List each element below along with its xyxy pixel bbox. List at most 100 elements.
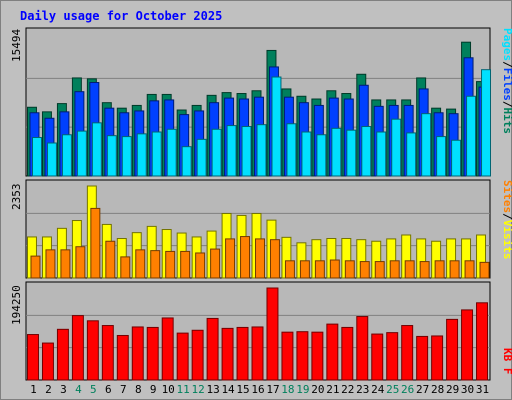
bar-pages-day-31 (481, 69, 491, 177)
bar-sites-day-21 (329, 259, 340, 279)
bar-kbytes-day-1 (27, 334, 39, 381)
bar-kbytes-day-11 (176, 332, 189, 381)
legend-separator-3: / (501, 213, 512, 220)
legend-bottom: KB F (501, 348, 512, 375)
bar-kbytes-day-7 (116, 334, 129, 381)
bar-kbytes-day-28 (431, 335, 444, 381)
x-label-day-25: 25 (386, 383, 399, 396)
panel-top (25, 27, 491, 177)
bar-kbytes-day-16 (251, 326, 264, 381)
bar-sites-day-18 (284, 260, 295, 279)
x-label-day-16: 16 (251, 383, 264, 396)
bar-sites-day-25 (389, 260, 400, 279)
x-axis-labels: 1 2 3 4 5 6 7 8 9 10 11 12 13 14 15 16 17 18 19 20 21 22 23 24 2… (30, 383, 489, 396)
bar-pages-day-13 (211, 128, 222, 177)
x-label-day-5: 5 (90, 383, 97, 396)
bar-sites-day-20 (314, 260, 325, 279)
bar-sites-day-30 (464, 260, 475, 279)
x-label-day-19: 19 (296, 383, 309, 396)
bar-pages-day-29 (451, 139, 462, 177)
x-label-day-3: 3 (60, 383, 67, 396)
x-label-day-28: 28 (431, 383, 444, 396)
bar-pages-day-23 (361, 126, 372, 177)
bar-sites-day-27 (419, 261, 430, 279)
bar-kbytes-day-12 (191, 329, 204, 381)
x-label-day-1: 1 (30, 383, 37, 396)
bar-pages-day-30 (466, 95, 477, 177)
bar-sites-day-2 (45, 249, 56, 279)
bar-kbytes-day-5 (86, 320, 99, 381)
x-label-day-23: 23 (356, 383, 369, 396)
x-label-day-24: 24 (371, 383, 385, 396)
bar-sites-day-29 (449, 260, 460, 279)
legend-middle: Sites/Visits (501, 180, 512, 260)
legend-visits: Visits (501, 220, 512, 260)
ymax-bottom: 194250 (10, 285, 23, 325)
x-label-day-12: 12 (192, 383, 205, 396)
bar-kbytes-day-17 (266, 287, 279, 381)
bar-sites-day-19 (299, 260, 310, 279)
legend-top: Pages/Files/Hits (501, 28, 512, 134)
bar-pages-day-17 (271, 76, 282, 177)
legend-sites: Sites (501, 180, 512, 213)
bar-kbytes-day-22 (341, 326, 354, 381)
bar-sites-day-17 (269, 239, 280, 279)
bar-sites-day-6 (105, 240, 116, 279)
bar-kbytes-day-9 (146, 326, 159, 381)
bar-pages-day-16 (256, 124, 267, 177)
bar-pages-day-14 (226, 125, 237, 177)
bar-pages-day-3 (61, 134, 72, 177)
bar-kbytes-day-31 (476, 302, 488, 381)
bar-sites-day-31 (479, 261, 490, 279)
bar-pages-day-7 (121, 136, 132, 177)
bar-sites-day-10 (165, 250, 176, 279)
legend-files: Files (501, 68, 512, 101)
bar-pages-day-27 (421, 113, 432, 177)
legend-separator-1: / (501, 61, 512, 68)
bar-pages-day-20 (316, 134, 327, 177)
bar-kbytes-day-10 (161, 317, 174, 381)
bar-pages-day-19 (301, 131, 312, 177)
bar-sites-day-14 (225, 238, 236, 279)
bar-kbytes-day-15 (236, 326, 249, 381)
x-label-day-22: 22 (341, 383, 354, 396)
bar-sites-day-11 (180, 250, 191, 279)
x-label-day-10: 10 (162, 383, 175, 396)
bar-sites-day-4 (75, 246, 86, 279)
bar-pages-day-15 (241, 126, 252, 177)
bar-sites-day-8 (135, 249, 146, 279)
bar-kbytes-day-2 (41, 342, 54, 381)
bar-pages-day-9 (151, 131, 162, 177)
x-label-day-31: 31 (476, 383, 489, 396)
x-label-day-2: 2 (45, 383, 52, 396)
bar-kbytes-day-19 (296, 331, 309, 381)
bar-pages-day-6 (106, 135, 117, 177)
bar-pages-day-24 (376, 131, 387, 177)
bar-sites-day-3 (60, 249, 71, 279)
bar-sites-day-28 (434, 260, 445, 279)
x-label-day-7: 7 (120, 383, 127, 396)
bar-sites-day-5 (90, 207, 101, 279)
x-label-day-11: 11 (177, 383, 190, 396)
bar-kbytes-day-29 (446, 318, 459, 381)
bar-pages-day-1 (32, 137, 42, 177)
bar-kbytes-day-20 (311, 331, 324, 381)
bar-pages-day-10 (166, 128, 177, 177)
x-label-day-4: 4 (75, 383, 82, 396)
legend-pages: Pages (501, 28, 512, 61)
bar-sites-day-26 (404, 260, 415, 279)
bar-kbytes-day-6 (101, 325, 114, 381)
x-label-day-6: 6 (105, 383, 112, 396)
x-label-day-26: 26 (401, 383, 414, 396)
legend-hits: Hits (501, 108, 512, 135)
legend-kbytes: KB F (501, 348, 512, 375)
bar-kbytes-day-4 (71, 315, 84, 381)
x-label-day-30: 30 (461, 383, 474, 396)
bar-kbytes-day-14 (221, 327, 234, 381)
x-label-day-8: 8 (135, 383, 142, 396)
x-label-day-13: 13 (206, 383, 219, 396)
chart-title: Daily usage for October 2025 (20, 9, 222, 23)
bar-pages-day-28 (436, 136, 447, 177)
bar-kbytes-day-18 (281, 331, 294, 381)
bar-sites-day-22 (344, 260, 355, 279)
